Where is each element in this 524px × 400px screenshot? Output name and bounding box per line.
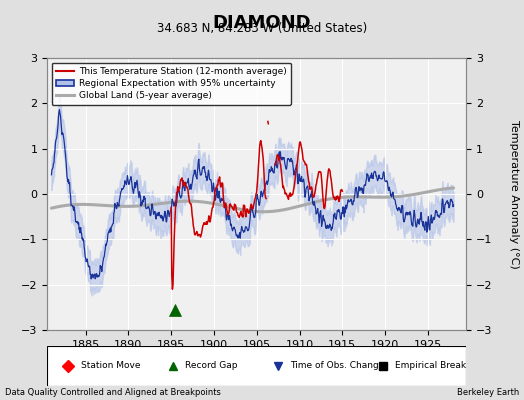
Text: Empirical Break: Empirical Break <box>395 362 466 370</box>
Legend: This Temperature Station (12-month average), Regional Expectation with 95% uncer: This Temperature Station (12-month avera… <box>52 62 291 105</box>
Y-axis label: Temperature Anomaly (°C): Temperature Anomaly (°C) <box>509 120 519 268</box>
FancyBboxPatch shape <box>47 346 466 386</box>
Text: 34.683 N, 84.283 W (United States): 34.683 N, 84.283 W (United States) <box>157 22 367 35</box>
Text: Data Quality Controlled and Aligned at Breakpoints: Data Quality Controlled and Aligned at B… <box>5 388 221 397</box>
Text: DIAMOND: DIAMOND <box>213 14 311 32</box>
Text: Record Gap: Record Gap <box>185 362 238 370</box>
Text: Berkeley Earth: Berkeley Earth <box>456 388 519 397</box>
Text: Time of Obs. Change: Time of Obs. Change <box>290 362 385 370</box>
Text: Station Move: Station Move <box>81 362 140 370</box>
